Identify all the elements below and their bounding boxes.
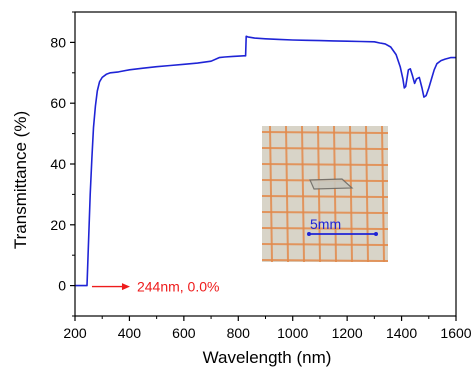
inset-grid-line [261, 259, 389, 262]
x-tick-label: 1000 [277, 325, 308, 341]
cutoff-annotation: 244nm, 0.0% [91, 279, 220, 295]
inset-paper [262, 126, 388, 262]
inset-grid-line [261, 243, 389, 246]
inset-scale-bar-end [374, 232, 378, 236]
y-axis-tick-labels: 0 20 40 60 80 [50, 34, 66, 293]
x-axis-tick-labels: 200 400 600 800 1000 1200 1400 1600 [63, 325, 471, 341]
x-axis-ticks [74, 316, 457, 321]
annotation-arrow-head [121, 283, 130, 291]
x-tick-label: 1600 [440, 325, 471, 341]
inset-grid-line [261, 195, 389, 198]
inset-grid-line [261, 227, 389, 230]
x-tick-label: 800 [227, 325, 251, 341]
inset-photo: 5mm [261, 125, 389, 263]
inset-scale-bar-end [307, 232, 311, 236]
inset-grid-line [261, 163, 389, 166]
inset-grid-line [261, 131, 389, 134]
y-tick-label: 20 [50, 217, 66, 233]
y-axis-title: Transmittance (%) [11, 111, 30, 249]
x-tick-label: 1200 [332, 325, 363, 341]
x-axis-title: Wavelength (nm) [203, 348, 332, 367]
y-tick-label: 40 [50, 156, 66, 172]
transmittance-line [75, 35, 456, 287]
inset-crystal [309, 178, 354, 190]
x-tick-label: 600 [172, 325, 196, 341]
inset-scale-label: 5mm [310, 216, 341, 232]
y-tick-label: 60 [50, 95, 66, 111]
y-tick-label: 80 [50, 34, 66, 50]
inset-grid-line [261, 211, 389, 214]
inset-grid-line [261, 147, 389, 150]
x-tick-label: 400 [118, 325, 142, 341]
plot-frame [74, 11, 457, 317]
x-tick-label: 1400 [386, 325, 417, 341]
x-tick-label: 200 [63, 325, 87, 341]
annotation-label: 244nm, 0.0% [137, 279, 220, 295]
y-tick-label: 0 [58, 278, 66, 294]
y-axis-ticks [70, 11, 75, 317]
